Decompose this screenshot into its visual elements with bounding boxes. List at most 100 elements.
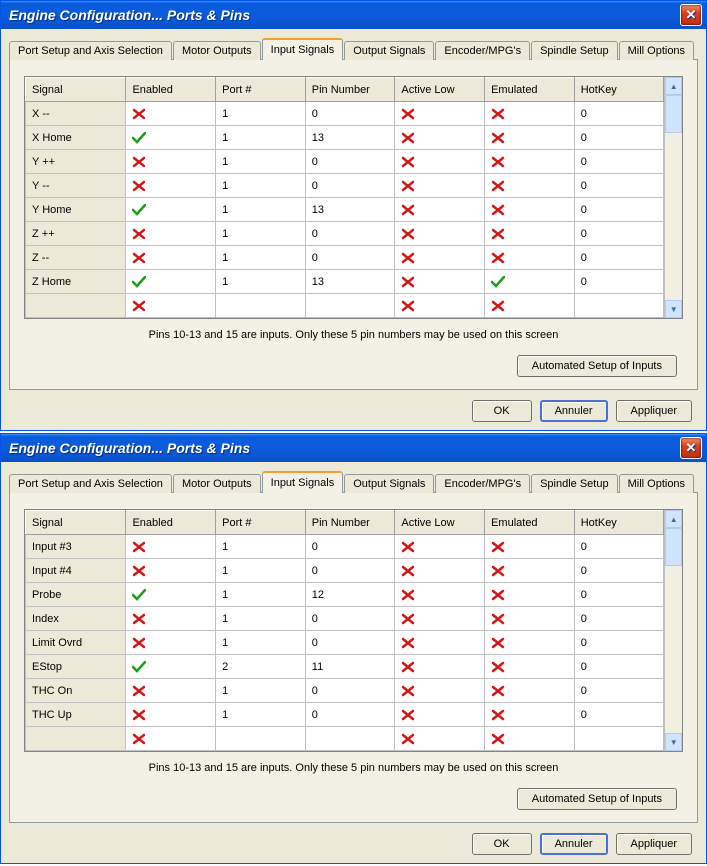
activelow-cell[interactable] (395, 102, 485, 126)
scrollbar[interactable]: ▲▼ (664, 510, 682, 751)
port-cell[interactable]: 1 (216, 559, 306, 583)
port-cell[interactable]: 1 (216, 631, 306, 655)
enabled-cell[interactable] (126, 222, 216, 246)
port-cell[interactable]: 1 (216, 703, 306, 727)
scroll-up-button[interactable]: ▲ (665, 77, 682, 95)
activelow-cell[interactable] (395, 559, 485, 583)
hotkey-cell[interactable] (574, 727, 664, 751)
tab-output-signals[interactable]: Output Signals (344, 41, 434, 60)
pin-cell[interactable]: 12 (305, 583, 395, 607)
port-cell[interactable]: 1 (216, 102, 306, 126)
pin-cell[interactable]: 0 (305, 150, 395, 174)
col-header[interactable]: Enabled (126, 511, 216, 535)
cancel-button[interactable]: Annuler (540, 833, 608, 855)
pin-cell[interactable]: 0 (305, 535, 395, 559)
port-cell[interactable]: 1 (216, 535, 306, 559)
pin-cell[interactable]: 0 (305, 559, 395, 583)
scroll-down-button[interactable]: ▼ (665, 733, 682, 751)
ok-button[interactable]: OK (472, 400, 532, 422)
hotkey-cell[interactable]: 0 (574, 631, 664, 655)
scrollbar[interactable]: ▲▼ (664, 77, 682, 318)
activelow-cell[interactable] (395, 583, 485, 607)
enabled-cell[interactable] (126, 679, 216, 703)
enabled-cell[interactable] (126, 583, 216, 607)
tab-mill-options[interactable]: Mill Options (619, 474, 694, 493)
col-header[interactable]: Signal (26, 511, 126, 535)
activelow-cell[interactable] (395, 727, 485, 751)
port-cell[interactable]: 1 (216, 679, 306, 703)
hotkey-cell[interactable]: 0 (574, 126, 664, 150)
port-cell[interactable]: 1 (216, 126, 306, 150)
emulated-cell[interactable] (485, 126, 575, 150)
enabled-cell[interactable] (126, 727, 216, 751)
scroll-track[interactable] (665, 566, 682, 733)
emulated-cell[interactable] (485, 727, 575, 751)
enabled-cell[interactable] (126, 126, 216, 150)
emulated-cell[interactable] (485, 102, 575, 126)
activelow-cell[interactable] (395, 270, 485, 294)
hotkey-cell[interactable]: 0 (574, 270, 664, 294)
tab-input-signals[interactable]: Input Signals (262, 471, 344, 493)
port-cell[interactable]: 1 (216, 222, 306, 246)
hotkey-cell[interactable]: 0 (574, 559, 664, 583)
emulated-cell[interactable] (485, 679, 575, 703)
hotkey-cell[interactable]: 0 (574, 679, 664, 703)
scroll-thumb[interactable] (665, 95, 682, 133)
activelow-cell[interactable] (395, 150, 485, 174)
col-header[interactable]: Active Low (395, 78, 485, 102)
emulated-cell[interactable] (485, 246, 575, 270)
hotkey-cell[interactable]: 0 (574, 222, 664, 246)
tab-output-signals[interactable]: Output Signals (344, 474, 434, 493)
enabled-cell[interactable] (126, 655, 216, 679)
col-header[interactable]: Signal (26, 78, 126, 102)
enabled-cell[interactable] (126, 246, 216, 270)
automated-setup-button[interactable]: Automated Setup of Inputs (517, 788, 677, 810)
enabled-cell[interactable] (126, 294, 216, 318)
pin-cell[interactable]: 13 (305, 270, 395, 294)
pin-cell[interactable]: 0 (305, 607, 395, 631)
activelow-cell[interactable] (395, 222, 485, 246)
activelow-cell[interactable] (395, 198, 485, 222)
activelow-cell[interactable] (395, 655, 485, 679)
enabled-cell[interactable] (126, 607, 216, 631)
automated-setup-button[interactable]: Automated Setup of Inputs (517, 355, 677, 377)
col-header[interactable]: Active Low (395, 511, 485, 535)
pin-cell[interactable]: 11 (305, 655, 395, 679)
port-cell[interactable]: 1 (216, 607, 306, 631)
pin-cell[interactable] (305, 727, 395, 751)
hotkey-cell[interactable]: 0 (574, 535, 664, 559)
pin-cell[interactable]: 13 (305, 198, 395, 222)
enabled-cell[interactable] (126, 174, 216, 198)
port-cell[interactable]: 1 (216, 198, 306, 222)
enabled-cell[interactable] (126, 102, 216, 126)
tab-port-setup-and-axis-selection[interactable]: Port Setup and Axis Selection (9, 474, 172, 493)
pin-cell[interactable]: 0 (305, 102, 395, 126)
hotkey-cell[interactable]: 0 (574, 583, 664, 607)
col-header[interactable]: Enabled (126, 78, 216, 102)
hotkey-cell[interactable]: 0 (574, 246, 664, 270)
emulated-cell[interactable] (485, 655, 575, 679)
emulated-cell[interactable] (485, 222, 575, 246)
pin-cell[interactable]: 0 (305, 703, 395, 727)
port-cell[interactable] (216, 727, 306, 751)
tab-input-signals[interactable]: Input Signals (262, 38, 344, 60)
emulated-cell[interactable] (485, 198, 575, 222)
port-cell[interactable]: 1 (216, 246, 306, 270)
emulated-cell[interactable] (485, 583, 575, 607)
pin-cell[interactable]: 13 (305, 126, 395, 150)
activelow-cell[interactable] (395, 535, 485, 559)
hotkey-cell[interactable]: 0 (574, 174, 664, 198)
apply-button[interactable]: Appliquer (616, 400, 692, 422)
emulated-cell[interactable] (485, 150, 575, 174)
emulated-cell[interactable] (485, 631, 575, 655)
emulated-cell[interactable] (485, 607, 575, 631)
emulated-cell[interactable] (485, 294, 575, 318)
activelow-cell[interactable] (395, 703, 485, 727)
pin-cell[interactable] (305, 294, 395, 318)
col-header[interactable]: Pin Number (305, 78, 395, 102)
pin-cell[interactable]: 0 (305, 222, 395, 246)
col-header[interactable]: Port # (216, 511, 306, 535)
tab-motor-outputs[interactable]: Motor Outputs (173, 474, 261, 493)
enabled-cell[interactable] (126, 631, 216, 655)
hotkey-cell[interactable]: 0 (574, 703, 664, 727)
